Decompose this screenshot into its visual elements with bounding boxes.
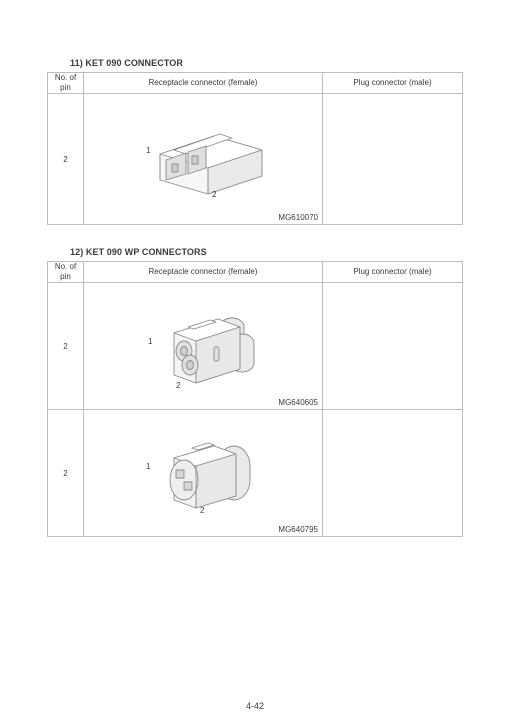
female-cell: 1 2 MG640795 bbox=[84, 410, 323, 537]
pin-label-2: 2 bbox=[212, 190, 216, 199]
part-number: MG610070 bbox=[278, 213, 318, 222]
female-cell: 1 2 MG610070 bbox=[84, 94, 323, 225]
connector-table-12: No. of pin Receptacle connector (female)… bbox=[47, 261, 463, 537]
pin-count-cell: 2 bbox=[48, 283, 84, 410]
pin-label-1: 1 bbox=[146, 462, 150, 471]
female-cell: 1 2 MG640605 bbox=[84, 283, 323, 410]
pin-label-2: 2 bbox=[200, 506, 204, 515]
part-number: MG640605 bbox=[278, 398, 318, 407]
pin-label-1: 1 bbox=[146, 146, 150, 155]
connector-svg-rect bbox=[142, 116, 272, 206]
section-title-11: 11) KET 090 CONNECTOR bbox=[70, 58, 490, 68]
pin-label-2: 2 bbox=[176, 381, 180, 390]
table-row: 2 bbox=[48, 283, 463, 410]
male-cell bbox=[323, 94, 463, 225]
table-row: 2 bbox=[48, 410, 463, 537]
pin-count-cell: 2 bbox=[48, 410, 84, 537]
th-male: Plug connector (male) bbox=[323, 262, 463, 283]
th-female: Receptacle connector (female) bbox=[84, 262, 323, 283]
male-cell bbox=[323, 410, 463, 537]
male-cell bbox=[323, 283, 463, 410]
pin-label-1: 1 bbox=[148, 337, 152, 346]
table-row: 2 bbox=[48, 94, 463, 225]
th-pin: No. of pin bbox=[48, 262, 84, 283]
page-number: 4-42 bbox=[0, 701, 510, 711]
section-title-12: 12) KET 090 WP CONNECTORS bbox=[70, 247, 490, 257]
connector-table-11: No. of pin Receptacle connector (female)… bbox=[47, 72, 463, 225]
th-male: Plug connector (male) bbox=[323, 73, 463, 94]
page: 11) KET 090 CONNECTOR No. of pin Recepta… bbox=[0, 0, 510, 721]
pin-count-cell: 2 bbox=[48, 94, 84, 225]
th-female: Receptacle connector (female) bbox=[84, 73, 323, 94]
th-pin: No. of pin bbox=[48, 73, 84, 94]
part-number: MG640795 bbox=[278, 525, 318, 534]
connector-svg-wp-b bbox=[152, 430, 262, 520]
connector-svg-wp-a bbox=[154, 303, 264, 393]
